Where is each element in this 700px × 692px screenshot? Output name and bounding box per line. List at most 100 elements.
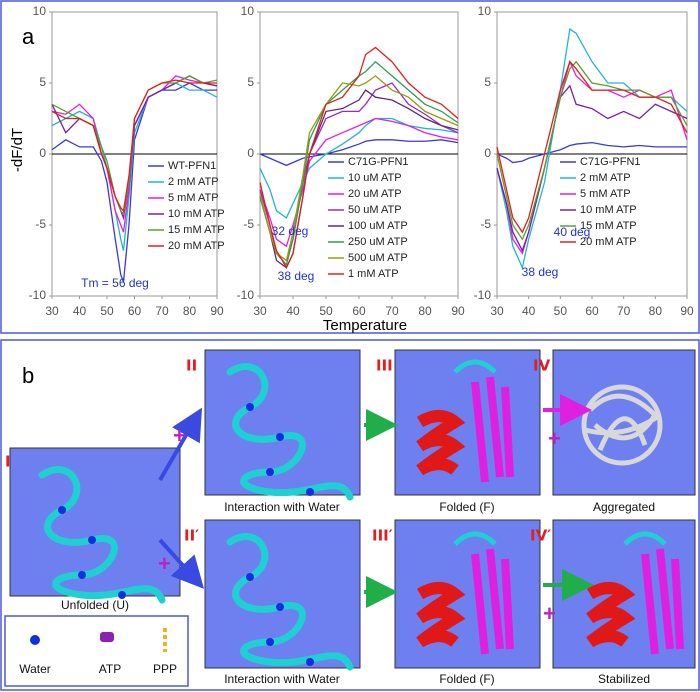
panel-frame [0, 339, 700, 691]
legend-label: Water [19, 662, 51, 676]
legend-label: PPP [153, 662, 177, 676]
y-tick-label: 5 [247, 75, 254, 89]
annotation: 32 deg [272, 224, 309, 238]
series-line [259, 117, 459, 219]
x-tick-label: 70 [617, 304, 631, 318]
numeral: IV [533, 357, 551, 375]
x-tick-label: 30 [253, 304, 267, 318]
plus: + [548, 426, 561, 451]
panel-label: b [22, 363, 34, 388]
y-axis-title: -dF/dT [9, 128, 26, 172]
y-tick-label: 0 [247, 146, 254, 160]
legend-label: WT-PFN1 [168, 160, 216, 172]
caption: Folded (F) [439, 672, 494, 686]
y-tick-label: 0 [484, 146, 491, 160]
x-tick-label: 80 [418, 304, 432, 318]
caption: Interaction with Water [224, 500, 340, 514]
annotation: 40 deg [554, 225, 591, 239]
x-tick-label: 30 [490, 304, 504, 318]
plus: + [173, 423, 186, 448]
legend-box [4, 615, 189, 687]
x-tick-label: 50 [319, 304, 333, 318]
legend-label: 20 mM ATP [580, 236, 637, 248]
series-line [496, 60, 688, 234]
stage-image [552, 349, 696, 496]
legend-label: 10 mM ATP [168, 208, 225, 220]
x-tick-label: 60 [352, 304, 366, 318]
caption: Unfolded (U) [61, 598, 129, 612]
legend-label: 2 mM ATP [168, 176, 219, 188]
x-tick-label: 50 [100, 304, 114, 318]
stage-numerals: I II III IV II′ III′ IV′ [5, 357, 551, 545]
x-tick-label: 60 [585, 304, 599, 318]
stage-captions: Unfolded (U) Interaction with Water Fold… [61, 500, 655, 686]
stage-image [394, 519, 541, 669]
y-tick-label: -10 [237, 288, 255, 302]
legend-label: 100 uM ATP [348, 220, 408, 232]
annotation: Tm = 56 deg [81, 276, 149, 290]
series-line [259, 117, 459, 248]
x-tick-label: 80 [649, 304, 663, 318]
series-line [51, 79, 217, 213]
series-line [51, 82, 217, 283]
x-tick-label: 90 [680, 304, 694, 318]
numeral: I [5, 453, 11, 471]
x-tick-label: 40 [522, 304, 536, 318]
arrows [158, 394, 594, 608]
series-line [259, 89, 459, 269]
caption: Interaction with Water [224, 672, 340, 686]
caption: Stabilized [598, 672, 650, 686]
y-tick-label: -10 [474, 288, 492, 302]
series-line [496, 84, 688, 253]
legend-label: 250 uM ATP [348, 236, 408, 248]
series-line [259, 75, 459, 262]
panel-frame [0, 0, 700, 334]
y-tick-label: 5 [484, 75, 491, 89]
x-tick-label: 90 [210, 304, 224, 318]
legend-label: 2 mM ATP [580, 172, 631, 184]
plus: + [543, 601, 556, 626]
legend-label: 20 uM ATP [348, 188, 402, 200]
x-tick-label: 80 [183, 304, 197, 318]
legend-label: 15 mM ATP [168, 224, 225, 236]
numeral: II′ [184, 527, 199, 545]
numeral: II [186, 357, 197, 375]
legend-label: 20 mM ATP [168, 240, 225, 252]
legend-label: 500 uM ATP [348, 252, 408, 264]
legend-label: 15 mM ATP [580, 220, 637, 232]
annotation: 38 deg [278, 269, 315, 283]
stage-image [394, 349, 541, 496]
annotation: 38 deg [522, 265, 559, 279]
x-tick-label: 90 [451, 304, 465, 318]
y-tick-label: -5 [243, 217, 254, 231]
legend-label: C71G-PFN1 [348, 156, 409, 168]
y-tick-label: 10 [241, 4, 255, 18]
x-tick-label: 40 [286, 304, 300, 318]
x-axis-title: Temperature [323, 317, 407, 334]
symbol-legend: Water ATP PPP [4, 615, 189, 687]
x-tick-label: 40 [73, 304, 87, 318]
numeral: III′ [372, 527, 393, 545]
series-line [496, 141, 687, 164]
series-line [51, 75, 218, 233]
series-line [259, 139, 459, 167]
series-line [51, 82, 218, 251]
legend-label: 5 mM ATP [168, 192, 219, 204]
y-tick-label: 5 [39, 75, 46, 89]
y-tick-label: -10 [29, 288, 47, 302]
x-tick-label: 70 [155, 304, 169, 318]
legend-label: 1 mM ATP [348, 268, 399, 280]
caption: Aggregated [593, 500, 655, 514]
x-tick-label: 60 [128, 304, 142, 318]
water-icon [30, 635, 40, 645]
legend-label: 50 uM ATP [348, 204, 402, 216]
y-tick-label: 0 [39, 146, 46, 160]
x-tick-label: 50 [554, 304, 568, 318]
y-tick-label: -5 [35, 217, 46, 231]
plus-signs: + + + + [158, 423, 561, 626]
legend-label: ATP [99, 662, 121, 676]
legend-label: 5 mM ATP [580, 188, 631, 200]
plus: + [158, 551, 171, 576]
